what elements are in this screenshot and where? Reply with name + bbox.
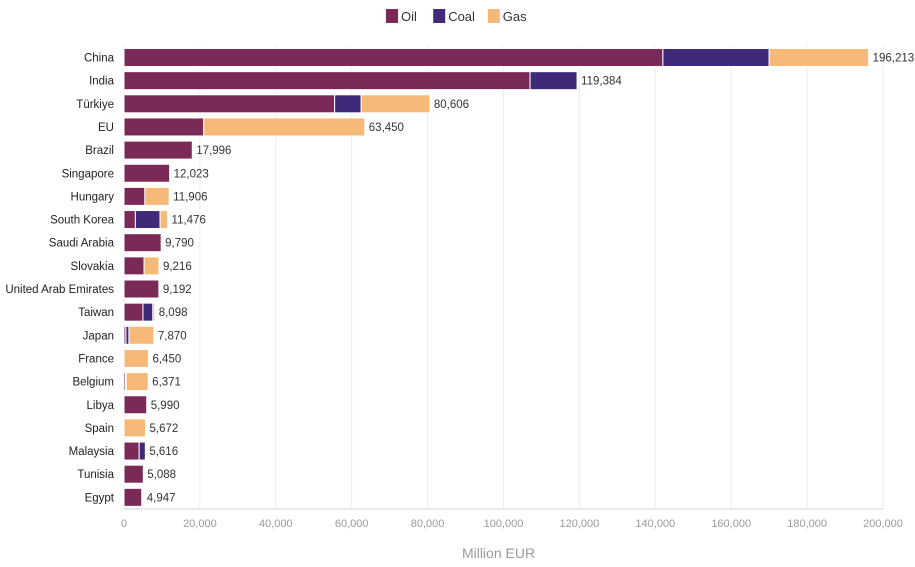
bar-segment-coal [138, 441, 146, 461]
legend-swatch-oil [386, 9, 398, 23]
x-tick-label: 60,000 [335, 518, 369, 530]
total-value-label: 4,947 [147, 492, 176, 504]
total-value-label: 5,616 [149, 446, 178, 458]
bar-segment-oil [123, 395, 148, 415]
x-tick-label: 120,000 [560, 518, 600, 530]
bar-segment-gas [123, 348, 149, 368]
category-label: Saudi Arabia [49, 238, 115, 250]
x-tick-label: 100,000 [484, 518, 524, 530]
bar-segment-gas [143, 256, 160, 276]
bar-segment-oil [123, 441, 140, 461]
total-value-label: 119,384 [581, 76, 622, 88]
x-tick-label: 180,000 [787, 518, 827, 530]
bar-segment-gas [360, 94, 431, 114]
x-axis-title: Million EUR [462, 545, 535, 561]
total-value-label: 9,790 [165, 238, 194, 250]
category-label: Türkiye [76, 99, 114, 111]
total-value-label: 7,870 [158, 330, 187, 342]
bar-segment-coal [529, 71, 578, 91]
total-value-label: 5,088 [147, 469, 176, 481]
bar-segment-gas [768, 48, 870, 67]
bar-segment-gas [128, 325, 155, 345]
x-tick-label: 160,000 [711, 518, 751, 530]
category-label: Libya [87, 400, 115, 412]
bar-segment-oil [123, 302, 144, 322]
x-tick-label: 20,000 [183, 518, 217, 530]
legend-label-gas: Gas [503, 9, 527, 24]
category-label: China [84, 53, 115, 65]
category-label: Singapore [62, 168, 114, 180]
total-value-label: 5,672 [150, 423, 179, 435]
bar-segment-oil [123, 256, 145, 276]
total-value-label: 80,606 [434, 99, 469, 111]
bar-segment-coal [142, 302, 154, 322]
total-value-label: 63,450 [369, 122, 404, 134]
x-tick-label: 200,000 [863, 518, 903, 530]
bar-segment-coal [334, 94, 362, 114]
bar-segment-oil [123, 464, 144, 484]
category-label: South Korea [50, 215, 115, 227]
total-value-label: 9,192 [163, 284, 192, 296]
category-label: Belgium [72, 377, 114, 389]
total-value-label: 11,476 [172, 215, 206, 227]
bar-segment-gas [159, 210, 169, 230]
bar-segment-oil [123, 487, 143, 507]
category-label: Hungary [71, 191, 115, 203]
category-label: United Arab Emirates [5, 284, 114, 296]
bar-segment-oil [123, 48, 664, 67]
bar-segment-oil [123, 233, 162, 253]
bar-segment-gas [203, 117, 366, 137]
category-label: Taiwan [78, 307, 114, 319]
category-label: France [78, 353, 114, 365]
category-label: Spain [85, 423, 114, 435]
legend-swatch-gas [487, 9, 500, 23]
legend-swatch-coal [433, 9, 446, 23]
bar-segment-oil [123, 94, 336, 114]
total-value-label: 17,996 [196, 145, 231, 157]
bar-segment-oil [123, 163, 171, 183]
bar-segment-oil [123, 140, 193, 160]
legend-label-coal: Coal [448, 9, 475, 24]
category-label: Slovakia [71, 261, 115, 273]
x-tick-label: 80,000 [411, 518, 445, 530]
legend-label-oil: Oil [401, 9, 417, 24]
bar-segment-gas [125, 372, 149, 392]
category-label: Egypt [85, 492, 115, 504]
bar-segment-coal [134, 210, 161, 230]
total-value-label: 5,990 [151, 400, 180, 412]
bar-segment-coal [141, 487, 144, 507]
bar-segment-oil [123, 186, 146, 206]
total-value-label: 11,906 [173, 191, 207, 203]
total-value-label: 6,450 [152, 353, 181, 365]
category-label: Japan [83, 330, 114, 342]
category-label: Brazil [85, 145, 114, 157]
bar-segment-oil [123, 71, 531, 91]
total-value-label: 9,216 [163, 261, 192, 273]
total-value-label: 12,023 [174, 168, 209, 180]
bar-segment-oil [123, 279, 160, 299]
bar-segment-gas [123, 418, 147, 438]
bar-segment-oil [123, 117, 205, 137]
category-label: Tunisia [77, 469, 114, 481]
category-label: India [89, 76, 115, 88]
x-tick-label: 40,000 [259, 518, 293, 530]
total-value-label: 6,371 [152, 377, 181, 389]
total-value-label: 196,213 [873, 53, 915, 65]
x-tick-label: 0 [121, 518, 127, 530]
category-label: EU [98, 122, 114, 134]
total-value-label: 8,098 [159, 307, 188, 319]
bar-segment-gas [144, 186, 170, 206]
x-tick-label: 140,000 [635, 518, 675, 530]
bar-segment-coal [662, 48, 770, 67]
category-label: Malaysia [69, 446, 115, 458]
bar-segment-gas [152, 302, 156, 322]
bar-segment-oil [123, 210, 136, 230]
